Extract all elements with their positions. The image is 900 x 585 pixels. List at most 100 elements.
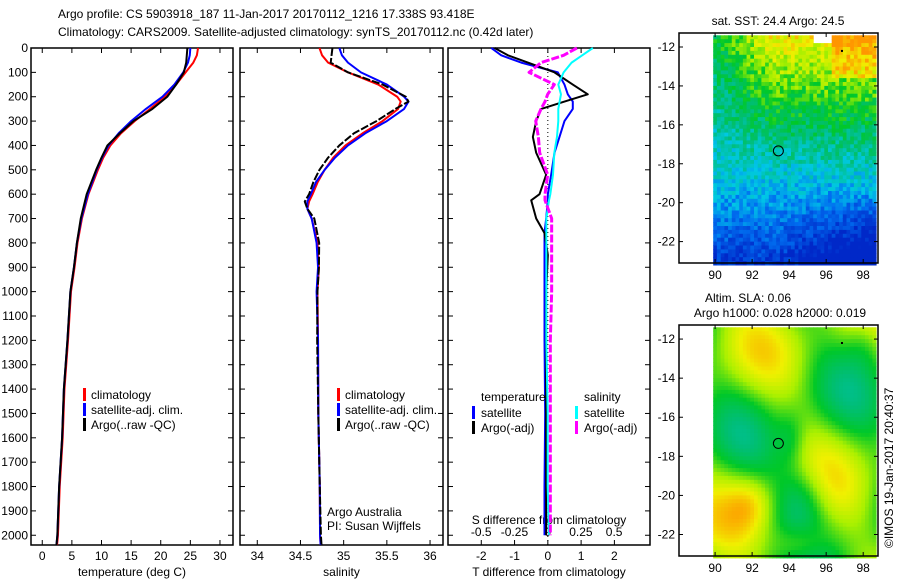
heatmap-cell [791,527,795,531]
heatmap-cell [732,187,736,191]
heatmap-cell [847,175,851,179]
heatmap-cell [765,515,769,519]
heatmap-cell [765,449,769,453]
heatmap-cell [802,211,806,215]
heatmap-cell [773,249,777,253]
heatmap-cell [806,257,810,261]
heatmap-cell [750,488,754,492]
heatmap-cell [802,63,806,67]
heatmap-cell [743,535,747,539]
heatmap-cell [798,484,802,488]
heatmap-cell [787,413,791,417]
heatmap-cell [850,35,854,39]
heatmap-cell [717,394,721,398]
heatmap-cell [847,168,851,172]
heatmap-cell [817,257,821,261]
heatmap-cell [736,335,740,339]
heatmap-cell [761,140,765,144]
heatmap-cell [802,484,806,488]
heatmap-cell [776,137,780,141]
heatmap-cell [776,441,780,445]
heatmap-cell [769,331,773,335]
heatmap-cell [791,86,795,90]
heatmap-cell [776,515,780,519]
heatmap-cell [769,413,773,417]
heatmap-cell [810,359,814,363]
heatmap-cell [758,452,762,456]
heatmap-cell [821,351,825,355]
heatmap-cell [754,253,758,257]
heatmap-cell [839,172,843,176]
heatmap-cell [828,67,832,71]
heatmap-cell [761,129,765,133]
heatmap-cell [787,511,791,515]
heatmap-cell [832,456,836,460]
heatmap-cell [739,211,743,215]
lon-tick-label: 94 [782,268,796,282]
heatmap-cell [813,226,817,230]
heatmap-cell [835,133,839,137]
heatmap-cell [806,331,810,335]
heatmap-cell [728,476,732,480]
heatmap-cell [843,366,847,370]
heatmap-cell [784,421,788,425]
heatmap-cell [806,511,810,515]
heatmap-cell [865,175,869,179]
heatmap-cell [743,409,747,413]
heatmap-cell [854,125,858,129]
heatmap-cell [765,109,769,113]
heatmap-cell [721,546,725,550]
heatmap-cell [758,133,762,137]
heatmap-cell [824,468,828,472]
heatmap-cell [791,503,795,507]
heatmap-cell [736,55,740,59]
heatmap-cell [835,175,839,179]
heatmap-cell [795,519,799,523]
heatmap-cell [758,495,762,499]
heatmap-cell [843,148,847,152]
heatmap-cell [872,133,876,137]
legend-entry: climatology [345,388,405,402]
heatmap-cell [736,464,740,468]
heatmap-cell [869,70,873,74]
heatmap-cell [791,43,795,47]
heatmap-cell [761,355,765,359]
heatmap-cell [721,51,725,55]
heatmap-cell [732,398,736,402]
heatmap-cell [739,86,743,90]
heatmap-cell [736,187,740,191]
heatmap-cell [765,538,769,542]
heatmap-cell [802,253,806,257]
heatmap-cell [865,78,869,82]
heatmap-cell [787,507,791,511]
heatmap-cell [728,43,732,47]
heatmap-cell [721,156,725,160]
heatmap-cell [754,347,758,351]
heatmap-cell [743,211,747,215]
heatmap-cell [736,222,740,226]
heatmap-cell [810,437,814,441]
heatmap-cell [791,378,795,382]
heatmap-cell [773,343,777,347]
heatmap-cell [843,488,847,492]
heatmap-cell [791,218,795,222]
heatmap-cell [739,492,743,496]
heatmap-cell [795,488,799,492]
heatmap-cell [717,476,721,480]
heatmap-cell [754,331,758,335]
heatmap-cell [765,230,769,234]
heatmap-cell [784,218,788,222]
heatmap-cell [787,133,791,137]
heatmap-cell [843,433,847,437]
heatmap-cell [732,386,736,390]
heatmap-cell [758,542,762,546]
heatmap-cell [769,144,773,148]
heatmap-cell [732,242,736,246]
heatmap-cell [773,515,777,519]
heatmap-cell [817,441,821,445]
heatmap-cell [750,39,754,43]
heatmap-cell [758,187,762,191]
heatmap-cell [717,82,721,86]
x-axis-label: temperature (deg C) [78,565,186,579]
heatmap-cell [821,394,825,398]
